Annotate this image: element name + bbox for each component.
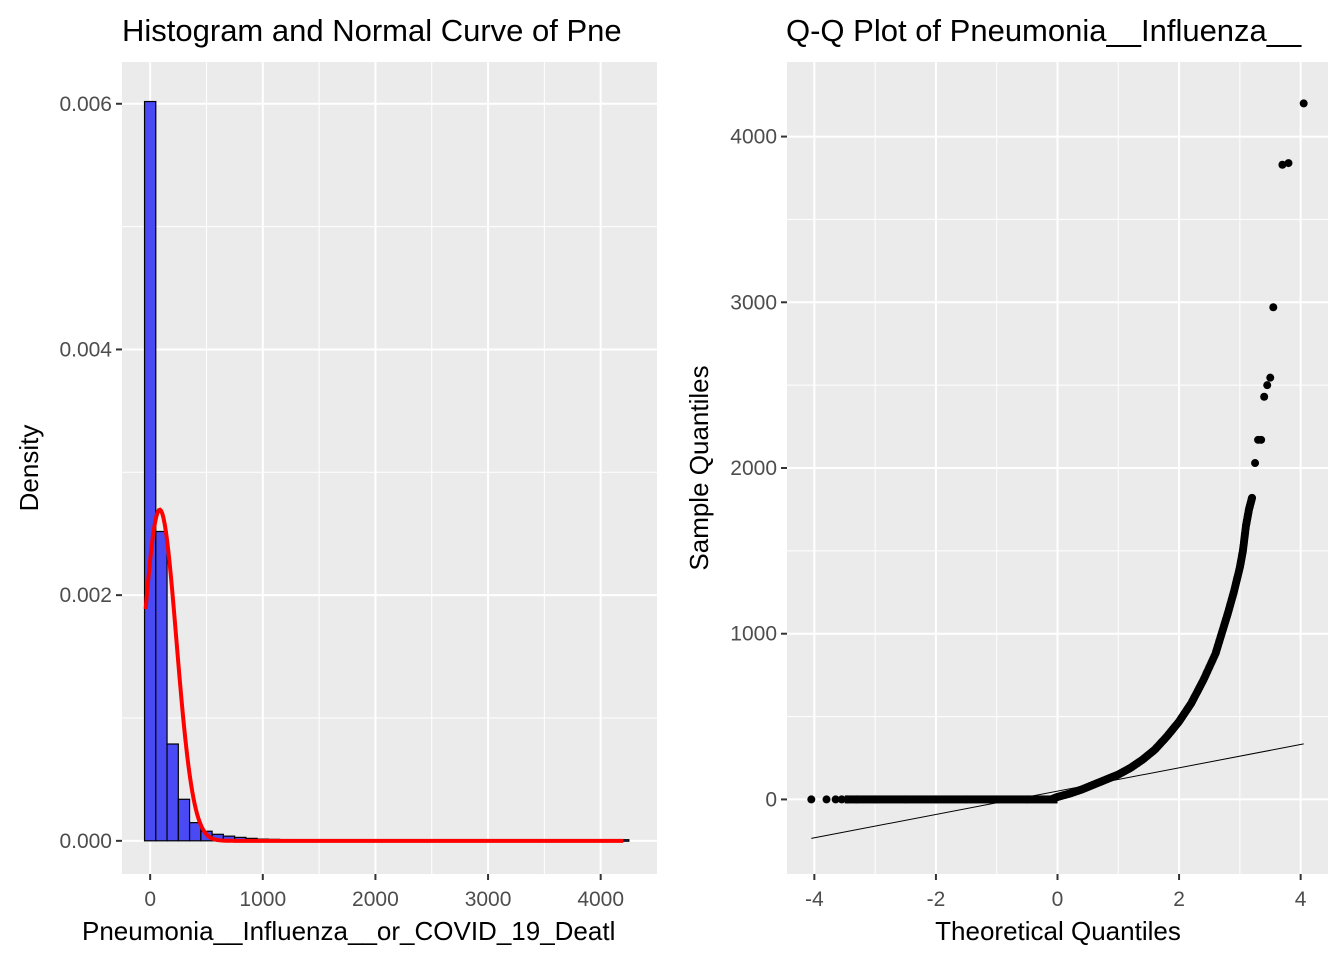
- qq-x-axis-title: Theoretical Quantiles: [935, 916, 1181, 946]
- histogram-bar: [143, 100, 157, 842]
- qq-panel: -4 -2 0 2 4 0 1000 2000 3000 4000: [730, 62, 1328, 911]
- qq-y-tick-label: 0: [765, 788, 777, 811]
- qq-point: [1251, 459, 1260, 468]
- histogram-x-tick-label: 1000: [239, 888, 286, 911]
- histogram-y-axis-title: Density: [14, 425, 44, 512]
- qq-y-tick-label: 2000: [730, 457, 777, 480]
- qq-x-tick-label: -4: [805, 888, 824, 911]
- qq-y-axis: 0 1000 2000 3000 4000: [730, 126, 787, 811]
- qq-point: [1247, 494, 1256, 503]
- qq-point: [1266, 373, 1275, 382]
- qq-point: [1284, 159, 1293, 168]
- qq-point: [1257, 435, 1266, 444]
- qq-reference-line: [811, 743, 1304, 839]
- histogram-x-tick-label: 2000: [352, 888, 399, 911]
- histogram-title: Histogram and Normal Curve of Pne: [122, 13, 622, 48]
- qq-point: [831, 795, 840, 804]
- qq-points: [807, 99, 1308, 804]
- qq-point: [852, 795, 861, 804]
- qq-point: [1263, 381, 1272, 390]
- histogram-y-tick-label: 0.000: [59, 830, 112, 853]
- histogram-bar: [177, 798, 191, 842]
- qq-point: [1299, 99, 1308, 108]
- histogram-x-axis: 0 1000 2000 3000 4000: [144, 874, 624, 911]
- qq-point: [1269, 303, 1278, 312]
- qq-flat-point-band: [844, 795, 1058, 804]
- histogram-y-tick-label: 0.002: [59, 584, 112, 607]
- qq-point: [837, 795, 846, 804]
- histogram-x-axis-title: Pneumonia__Influenza__or_COVID_19_Deatl: [82, 916, 615, 946]
- qq-point: [992, 795, 1001, 804]
- histogram-x-tick-label: 0: [144, 888, 156, 911]
- histogram-y-axis: 0.000 0.002 0.004 0.006: [59, 93, 122, 853]
- normal-curve: [143, 507, 624, 843]
- qq-point: [822, 795, 831, 804]
- qq-point: [931, 795, 940, 804]
- qq-point: [1278, 160, 1287, 169]
- qq-x-tick-label: -2: [927, 888, 946, 911]
- qq-y-tick-label: 1000: [730, 623, 777, 646]
- qq-x-tick-label: 2: [1173, 888, 1185, 911]
- qq-point: [962, 795, 971, 804]
- qq-x-tick-label: 4: [1295, 888, 1307, 911]
- qq-x-tick-label: 0: [1052, 888, 1064, 911]
- qq-point: [871, 795, 880, 804]
- qq-point: [1260, 392, 1269, 401]
- histogram-y-tick-label: 0.006: [59, 93, 112, 116]
- qq-point: [1023, 795, 1032, 804]
- qq-y-tick-label: 3000: [730, 291, 777, 314]
- histogram-bar: [166, 743, 179, 842]
- histogram-panel: 0 1000 2000 3000 4000 0.000 0.002 0.004 0.006: [59, 62, 657, 911]
- qq-point: [901, 795, 910, 804]
- qq-point: [843, 795, 852, 804]
- qq-y-axis-title: Sample Quantiles: [684, 365, 714, 570]
- qq-gridlines: [787, 62, 1328, 874]
- qq-title: Q-Q Plot of Pneumonia__Influenza__: [786, 13, 1302, 48]
- histogram-y-tick-label: 0.004: [59, 338, 112, 361]
- qq-x-axis: -4 -2 0 2 4: [805, 874, 1307, 911]
- histogram-plot-background: [122, 62, 657, 874]
- histogram-x-tick-label: 3000: [465, 888, 512, 911]
- histogram-bar: [155, 530, 168, 842]
- qq-y-tick-label: 4000: [730, 126, 777, 149]
- qq-point: [807, 795, 816, 804]
- histogram-x-tick-label: 4000: [577, 888, 624, 911]
